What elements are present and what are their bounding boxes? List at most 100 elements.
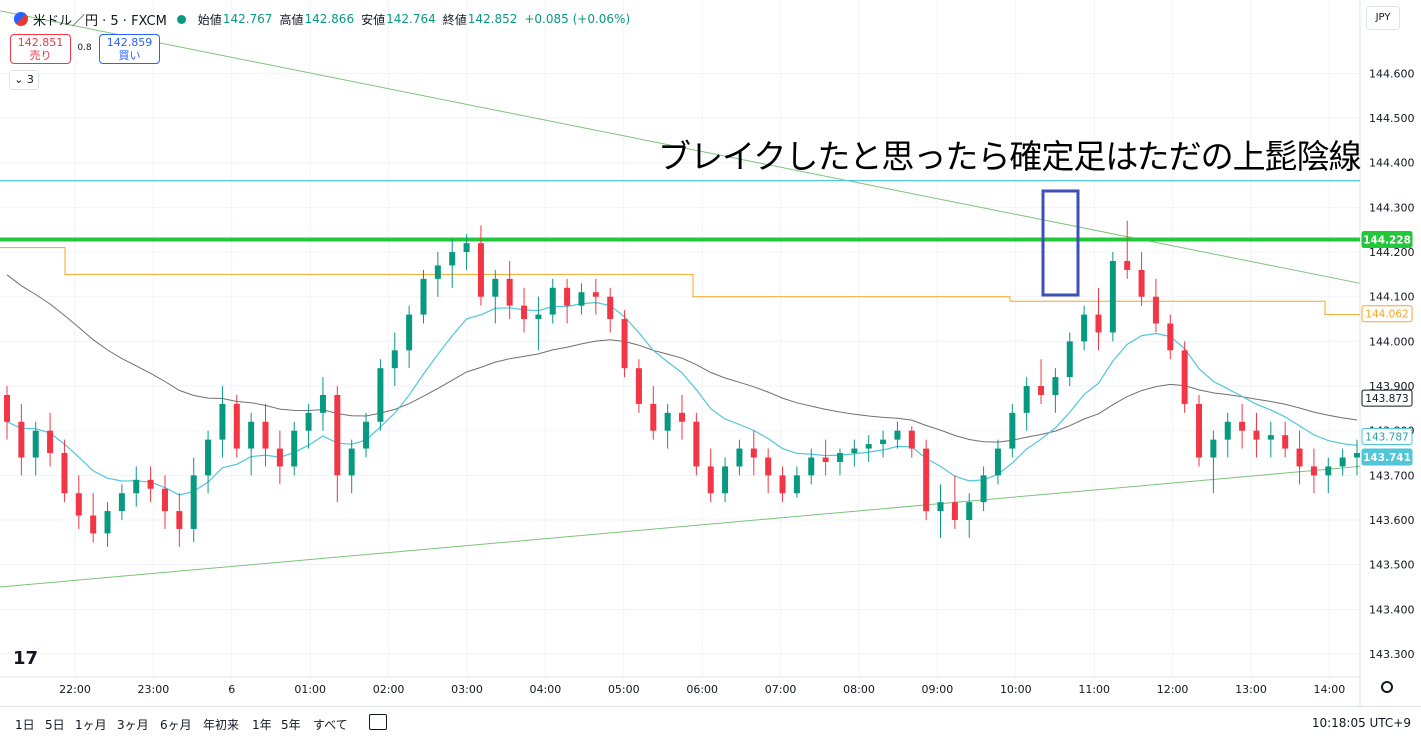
bottom-toolbar: 1日 5日 1ヶ月 3ヶ月 6ヶ月 年初来 1年 5年 すべて 10:18:05… <box>0 706 1421 739</box>
candle-body <box>492 278 499 297</box>
close-label: 終値 <box>442 12 467 27</box>
candle-body <box>420 278 427 315</box>
candle-body <box>1181 350 1188 404</box>
candle-body <box>248 421 255 449</box>
range-6m[interactable]: 6ヶ月 <box>160 718 192 732</box>
ema-line <box>6 301 1358 496</box>
candle-body <box>851 448 858 454</box>
candle-body <box>650 403 657 431</box>
candle-body <box>1325 466 1332 476</box>
price-tick-label: 143.300 <box>1369 648 1415 661</box>
candle-body <box>1167 323 1174 351</box>
candle-body <box>133 479 140 494</box>
candle-body <box>779 475 786 494</box>
buy-price: 142.859 <box>106 36 153 49</box>
price-label-box <box>1361 389 1413 407</box>
time-tick-label: 22:00 <box>59 683 91 696</box>
candle-body <box>808 457 815 476</box>
candle-body <box>506 278 513 306</box>
time-tick-label: 08:00 <box>843 683 875 696</box>
candle-body <box>463 243 470 253</box>
price-labels: 144.228 144.062 143.873 143.787 143.741 <box>1361 231 1413 466</box>
candle-body <box>621 319 628 369</box>
candle-body <box>1124 260 1131 270</box>
candle-body <box>923 448 930 512</box>
candle-body <box>104 511 111 534</box>
candle-body <box>1152 296 1159 324</box>
sell-button[interactable]: 142.851 売り <box>10 34 71 64</box>
candle-body <box>1052 377 1059 395</box>
range-1m[interactable]: 1ヶ月 <box>75 718 107 732</box>
candle-body <box>1210 439 1217 458</box>
candle-body <box>535 314 542 320</box>
time-tick-label: 14:00 <box>1314 683 1346 696</box>
price-tick-label: 143.600 <box>1369 514 1415 527</box>
time-tick-label: 12:00 <box>1157 683 1189 696</box>
candle-body <box>449 252 456 266</box>
price-label-text: 144.228 <box>1363 235 1411 247</box>
range-3m[interactable]: 3ヶ月 <box>117 718 149 732</box>
goto-date-icon[interactable] <box>369 714 387 730</box>
range-all[interactable]: すべて <box>313 718 348 732</box>
candle-body <box>161 488 168 512</box>
stepped-level-line <box>0 247 1360 316</box>
price-tick-label: 144.300 <box>1369 201 1415 214</box>
candle-body <box>722 466 729 494</box>
time-tick-label: 13:00 <box>1235 683 1267 696</box>
buy-button[interactable]: 142.859 買い <box>99 34 160 64</box>
gear-icon[interactable] <box>1381 681 1393 693</box>
candle-body <box>1066 341 1073 378</box>
price-tick-label: 143.500 <box>1369 559 1415 572</box>
indicator-toggle-button[interactable]: ⌄ 3 <box>9 70 39 90</box>
open-label: 始値 <box>197 12 222 27</box>
candle-body <box>1253 430 1260 440</box>
candle-body <box>477 243 484 297</box>
candle-body <box>61 453 68 494</box>
price-label-text: 143.873 <box>1365 393 1408 405</box>
symbol-name[interactable]: 米ドル／円 · 5 · FXCM <box>33 13 167 29</box>
candle-body <box>880 439 887 445</box>
long-moving-average-line <box>6 274 1358 443</box>
time-axis[interactable]: 22:00 23:00 6 01:00 02:00 03:00 04:00 05:00 06:0… <box>59 683 1345 696</box>
range-5y[interactable]: 5年 <box>281 718 301 732</box>
price-chart[interactable]: 143.300 143.400 143.500 143.600 143.700 143.8… <box>0 0 1421 706</box>
time-tick-label: 01:00 <box>294 683 326 696</box>
candle-body <box>233 403 240 449</box>
range-5d[interactable]: 5日 <box>45 718 65 732</box>
time-tick-label: 23:00 <box>138 683 170 696</box>
range-1d[interactable]: 1日 <box>15 718 35 732</box>
candle-body <box>1023 386 1030 413</box>
candle-body <box>32 430 39 458</box>
currency-selector[interactable]: JPY <box>1366 6 1400 30</box>
candle-body <box>750 448 757 458</box>
candle-body <box>1095 314 1102 333</box>
tradingview-logo[interactable]: 17 <box>13 648 39 669</box>
candle-body <box>836 453 843 462</box>
candle-body <box>937 502 944 512</box>
price-label-box <box>1361 231 1413 249</box>
indicator-lines <box>0 10 1361 588</box>
candle-body <box>90 515 97 534</box>
buy-label: 買い <box>118 49 141 62</box>
candle-body <box>1354 453 1360 458</box>
candles <box>4 220 1360 547</box>
price-label-text: 143.741 <box>1363 452 1411 464</box>
price-tick-label: 144.400 <box>1369 157 1415 170</box>
candle-body <box>707 466 714 494</box>
range-1y[interactable]: 1年 <box>252 718 272 732</box>
price-tick-label: 144.500 <box>1369 112 1415 125</box>
candle-body <box>334 394 341 476</box>
candle-body <box>406 314 413 351</box>
price-axis[interactable]: 143.300143.400143.500143.600143.700143.8… <box>1369 67 1415 661</box>
candle-body <box>1009 412 1016 449</box>
candle-body <box>47 430 54 454</box>
clock: 10:18:05 UTC+9 <box>1311 716 1411 730</box>
candle-body <box>391 350 398 369</box>
candle-body <box>1296 448 1303 467</box>
price-tick-label: 144.100 <box>1369 291 1415 304</box>
candle-body <box>205 439 212 476</box>
candle-body <box>363 421 370 449</box>
range-ytd[interactable]: 年初来 <box>203 718 240 732</box>
candle-body <box>434 265 441 279</box>
close-value: 142.852 <box>467 12 518 26</box>
